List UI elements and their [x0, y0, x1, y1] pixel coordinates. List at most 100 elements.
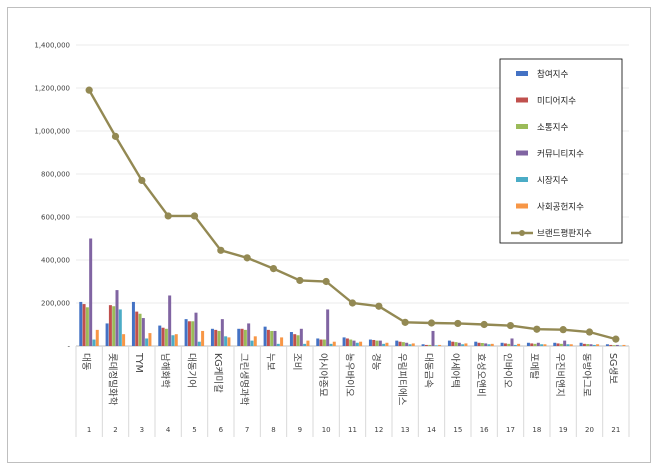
bar-커뮤니티지수 [615, 344, 619, 346]
line-point [348, 299, 357, 307]
line-point [111, 132, 120, 140]
bar-미디어지수 [345, 338, 349, 346]
bar-참여지수 [474, 341, 478, 346]
rank-label: 12 [374, 426, 383, 434]
bar-시장지수 [276, 343, 280, 346]
bar-소통지수 [428, 344, 432, 346]
bar-시장지수 [566, 344, 570, 346]
rank-label: 13 [401, 426, 410, 434]
bar-참여지수 [395, 340, 399, 346]
bar-시장지수 [250, 340, 254, 346]
bar-참여지수 [579, 342, 583, 346]
y-tick-label: 400,000 [41, 257, 70, 265]
rank-label: 15 [453, 426, 462, 434]
legend-swatch [516, 97, 528, 103]
bar-사회공헌지수 [253, 336, 257, 346]
bar-커뮤니티지수 [431, 330, 435, 346]
bar-사회공헌지수 [543, 344, 547, 346]
bar-시장지수 [592, 344, 596, 346]
bar-사회공헌지수 [596, 344, 600, 346]
bar-시장지수 [540, 344, 544, 346]
legend-label: 커뮤니티지수 [537, 149, 584, 160]
rank-label: 4 [166, 426, 171, 434]
bar-소통지수 [533, 343, 537, 346]
bar-소통지수 [507, 343, 511, 346]
bar-소통지수 [480, 342, 484, 346]
category-label: 경농 [370, 353, 382, 371]
bar-사회공헌지수 [517, 343, 521, 346]
legend-label: 미디어지수 [537, 96, 576, 107]
bar-참여지수 [105, 323, 109, 346]
category-label: 아시아종묘 [317, 353, 328, 397]
line-point [401, 318, 409, 326]
category-label: 대동 [80, 353, 91, 371]
bar-소통지수 [138, 313, 142, 346]
bar-커뮤니티지수 [378, 340, 382, 346]
bar-시장지수 [487, 344, 491, 346]
bar-소통지수 [401, 342, 405, 346]
bar-시장지수 [329, 343, 333, 346]
legend-label: 사회공헌지수 [537, 203, 584, 213]
rank-label: 17 [506, 426, 515, 434]
line-point [375, 302, 383, 310]
category-label: 농우바이오 [344, 353, 355, 397]
line-point [480, 320, 488, 329]
rank-label: 16 [480, 426, 489, 434]
bar-미디어지수 [240, 328, 244, 346]
bar-참여지수 [421, 344, 425, 346]
bar-사회공헌지수 [438, 344, 442, 346]
bar-소통지수 [85, 307, 89, 346]
category-label: 누보 [265, 353, 276, 371]
bar-사회공헌지수 [464, 343, 468, 346]
bar-참여지수 [500, 342, 504, 346]
category-label: 인바이오 [502, 353, 513, 388]
bar-참여지수 [526, 342, 530, 346]
bar-사회공헌지수 [569, 344, 573, 346]
bar-시장지수 [92, 339, 96, 346]
bar-사회공헌지수 [306, 340, 310, 346]
rank-label: 5 [192, 426, 196, 434]
legend-label: 소통지수 [537, 123, 568, 133]
bar-사회공헌지수 [385, 342, 389, 346]
bar-미디어지수 [161, 327, 165, 346]
line-point [296, 276, 304, 285]
bar-커뮤니티지수 [510, 338, 514, 346]
category-label: 롯데정밀화학 [107, 353, 119, 406]
bar-미디어지수 [582, 343, 586, 346]
bar-미디어지수 [82, 304, 86, 346]
bar-미디어지수 [187, 321, 191, 346]
rank-label: 2 [113, 426, 117, 434]
bar-미디어지수 [556, 343, 560, 346]
line-point [322, 277, 330, 286]
bar-시장지수 [197, 341, 201, 346]
y-tick-label: 600,000 [41, 214, 70, 222]
bar-사회공헌지수 [174, 334, 178, 346]
bar-미디어지수 [108, 305, 112, 346]
legend-swatch [516, 203, 528, 209]
bar-미디어지수 [609, 344, 613, 346]
bar-시장지수 [303, 343, 307, 346]
bar-사회공헌지수 [490, 343, 494, 346]
bar-커뮤니티지수 [115, 290, 119, 346]
bar-소통지수 [270, 330, 274, 346]
bar-사회공헌지수 [332, 341, 336, 346]
category-label: KG케미칼 [212, 353, 223, 393]
category-label: 그린생명과학 [238, 353, 249, 406]
bar-소통지수 [191, 321, 195, 346]
line-point [190, 212, 199, 220]
rank-label: 1 [87, 426, 91, 434]
bar-참여지수 [79, 301, 83, 346]
line-point [269, 265, 278, 273]
legend-label: 참여지수 [537, 69, 568, 80]
bar-커뮤니티지수 [352, 340, 356, 346]
bar-참여지수 [316, 338, 320, 346]
bar-커뮤니티지수 [405, 342, 409, 346]
bar-시장지수 [171, 335, 175, 346]
bar-시장지수 [461, 344, 465, 346]
bar-사회공헌지수 [122, 334, 126, 346]
bar-커뮤니티지수 [273, 330, 277, 346]
legend-label: 시장지수 [537, 175, 568, 186]
bar-커뮤니티지수 [484, 343, 488, 346]
rank-label: 3 [140, 426, 144, 434]
bar-참여지수 [263, 326, 267, 346]
